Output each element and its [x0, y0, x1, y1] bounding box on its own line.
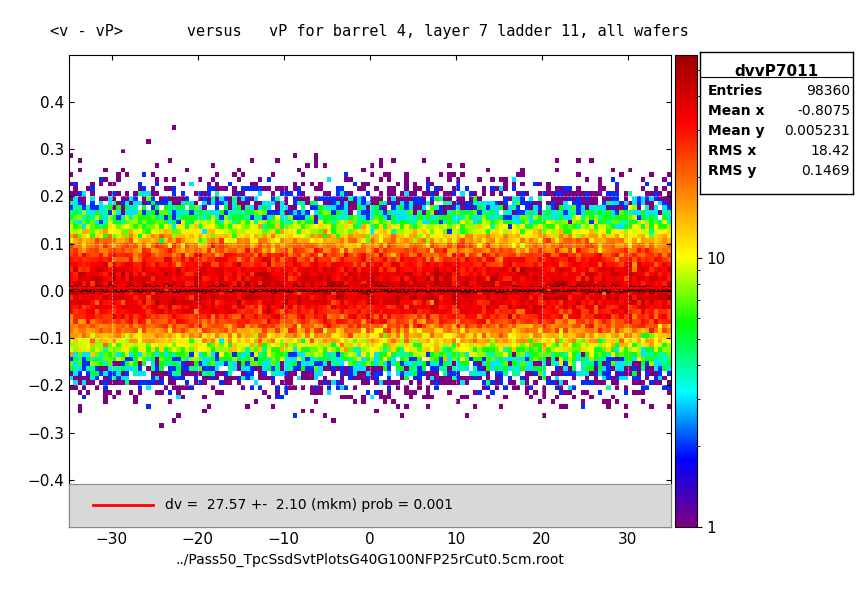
Text: Mean y: Mean y	[708, 124, 765, 138]
Text: dv =  27.57 +-  2.10 (mkm) prob = 0.001: dv = 27.57 +- 2.10 (mkm) prob = 0.001	[165, 498, 453, 513]
Text: Mean x: Mean x	[708, 104, 765, 118]
Text: Entries: Entries	[708, 84, 763, 98]
Text: <v - vP>       versus   vP for barrel 4, layer 7 ladder 11, all wafers: <v - vP> versus vP for barrel 4, layer 7…	[51, 24, 689, 39]
Text: dvvP7011: dvvP7011	[734, 64, 819, 79]
Text: -0.8075: -0.8075	[797, 104, 850, 118]
Text: RMS x: RMS x	[708, 144, 756, 158]
Text: 98360: 98360	[806, 84, 850, 98]
Text: 0.005231: 0.005231	[784, 124, 850, 138]
X-axis label: ../Pass50_TpcSsdSvtPlotsG40G100NFP25rCut0.5cm.root: ../Pass50_TpcSsdSvtPlotsG40G100NFP25rCut…	[175, 553, 564, 567]
Text: RMS y: RMS y	[708, 164, 756, 178]
Text: 18.42: 18.42	[810, 144, 850, 158]
Text: 0.1469: 0.1469	[802, 164, 850, 178]
